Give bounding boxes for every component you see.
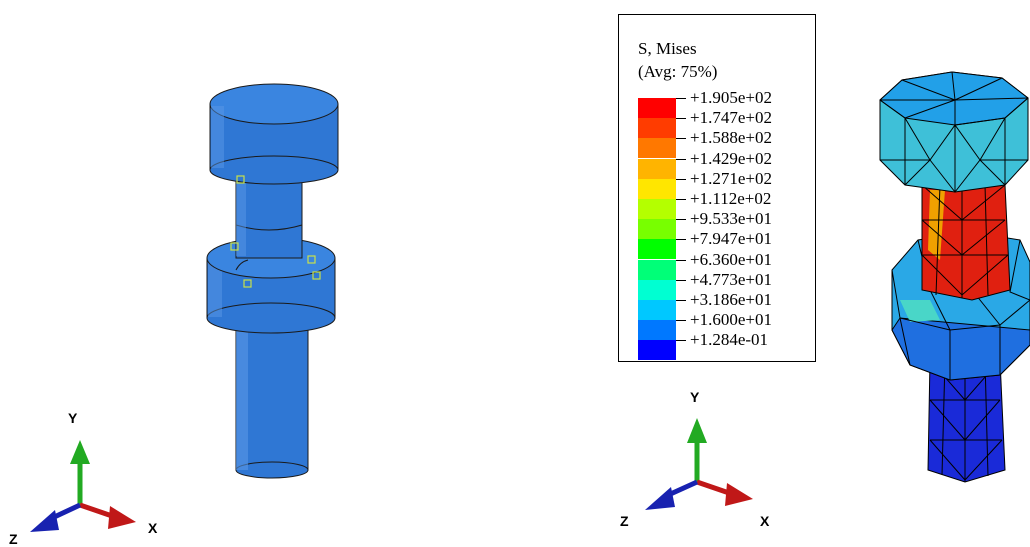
legend-label: +7.947e+01: [690, 229, 772, 249]
legend-label: +9.533e+01: [690, 209, 772, 229]
legend-subtitle: (Avg: 75%): [638, 62, 718, 81]
legend-title: S, Mises: [638, 39, 697, 58]
legend-swatch: [638, 340, 676, 361]
triad-x-label: X: [760, 513, 770, 529]
axis-triad-left: [30, 440, 136, 532]
legend-label: +1.905e+02: [690, 88, 772, 107]
legend-label: +1.271e+02: [690, 168, 772, 188]
contour-legend: S, Mises (Avg: 75%) +1.905e+02 +1.747e+02…: [618, 14, 816, 362]
legend-swatch: [638, 98, 676, 118]
selection-marker: [312, 271, 321, 280]
legend-tick: [676, 219, 686, 221]
legend-swatch: [638, 199, 676, 219]
legend-swatch: [638, 300, 676, 320]
legend-label: +1.112e+02: [690, 189, 772, 208]
axis-triad-right: [645, 418, 753, 510]
triad-z-label: Z: [9, 531, 18, 547]
legend-label: +3.186e+01: [690, 290, 772, 309]
legend-label: +1.284e-01: [690, 330, 769, 350]
legend-label: +1.429e+02: [690, 148, 772, 168]
legend-tick: [676, 138, 686, 140]
selection-marker: [236, 175, 245, 184]
legend-tick: [676, 259, 686, 261]
legend-swatch: [638, 239, 676, 260]
bolt-model-stress-contour: [645, 71, 1030, 510]
legend-label: +1.747e+02: [690, 108, 772, 128]
selection-marker: [243, 279, 252, 288]
legend-tick: [676, 320, 686, 322]
legend-tick: [676, 178, 686, 180]
legend-swatch: [638, 279, 676, 300]
legend-tick: [676, 118, 686, 120]
selection-marker: [307, 255, 316, 264]
legend-tick: [676, 279, 686, 281]
right-viewport[interactable]: Y X Z: [600, 0, 1030, 547]
legend-tick: [676, 98, 686, 99]
triad-y-label: Y: [68, 410, 78, 426]
legend-tick: [676, 199, 686, 200]
triad-z-label: Z: [620, 513, 629, 529]
legend-swatch: [638, 320, 676, 341]
legend-tick: [676, 300, 686, 301]
triad-y-label: Y: [690, 389, 700, 405]
legend-swatch: [638, 219, 676, 240]
legend-label: +4.773e+01: [690, 269, 772, 289]
left-viewport[interactable]: Y X Z: [0, 0, 600, 547]
legend-swatch: [638, 158, 676, 179]
legend-tick: [676, 340, 686, 342]
legend-label: +6.360e+01: [690, 249, 772, 269]
selection-marker: [230, 242, 239, 251]
triad-x-label: X: [148, 520, 158, 536]
legend-label: +1.600e+01: [690, 310, 772, 330]
legend-swatch: [638, 118, 676, 139]
legend-swatch: [638, 259, 676, 280]
legend-swatch: [638, 138, 676, 159]
legend-swatch: [638, 178, 676, 199]
bolt-model-undeformed: [30, 83, 339, 532]
legend-tick: [676, 158, 686, 160]
legend-label: +1.588e+02: [690, 128, 772, 148]
legend-tick: [676, 239, 686, 241]
